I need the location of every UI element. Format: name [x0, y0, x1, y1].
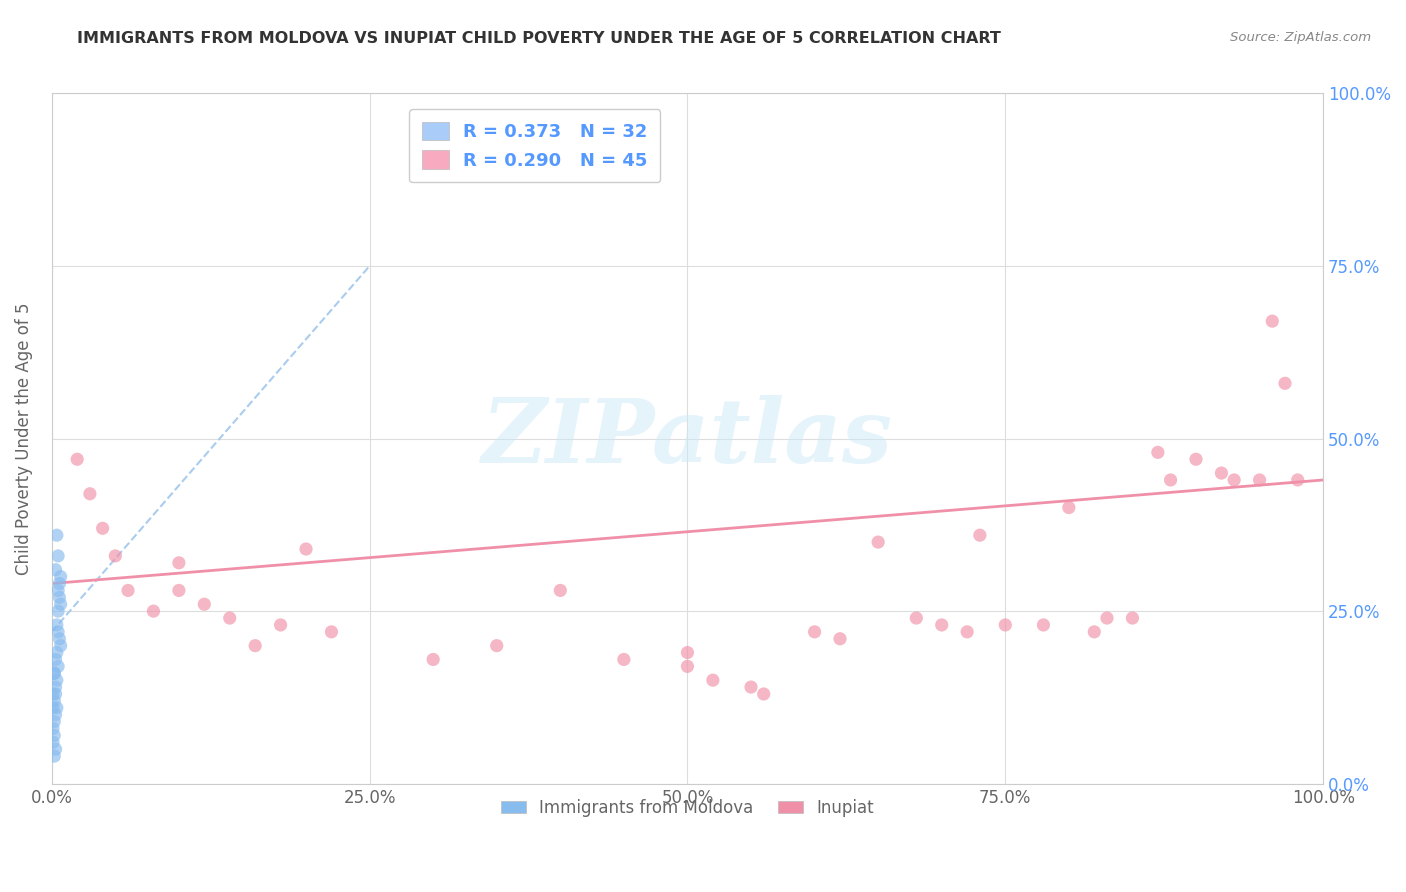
Point	[48, 576, 70, 591]
Point	[45, 707, 67, 722]
Point	[905, 611, 928, 625]
Point	[956, 624, 979, 639]
Point	[868, 535, 890, 549]
Point	[79, 487, 101, 501]
Point	[295, 541, 318, 556]
Point	[243, 639, 266, 653]
Point	[994, 618, 1017, 632]
Point	[167, 556, 190, 570]
Point	[1057, 500, 1080, 515]
Point	[46, 549, 69, 563]
Point	[49, 597, 72, 611]
Point	[676, 659, 699, 673]
Point	[740, 680, 762, 694]
Point	[46, 583, 69, 598]
Point	[193, 597, 215, 611]
Point	[167, 583, 190, 598]
Point	[44, 728, 66, 742]
Point	[828, 632, 851, 646]
Point	[803, 624, 825, 639]
Point	[1211, 466, 1233, 480]
Point	[48, 591, 70, 605]
Point	[44, 694, 66, 708]
Point	[321, 624, 343, 639]
Point	[48, 632, 70, 646]
Point	[142, 604, 165, 618]
Point	[45, 700, 67, 714]
Point	[613, 652, 636, 666]
Point	[44, 749, 66, 764]
Point	[44, 666, 66, 681]
Point	[42, 700, 65, 714]
Point	[117, 583, 139, 598]
Point	[45, 618, 67, 632]
Text: Source: ZipAtlas.com: Source: ZipAtlas.com	[1230, 31, 1371, 45]
Y-axis label: Child Poverty Under the Age of 5: Child Poverty Under the Age of 5	[15, 302, 32, 574]
Point	[49, 639, 72, 653]
Point	[46, 604, 69, 618]
Point	[42, 687, 65, 701]
Point	[46, 659, 69, 673]
Point	[1032, 618, 1054, 632]
Point	[45, 680, 67, 694]
Point	[702, 673, 724, 688]
Point	[42, 722, 65, 736]
Point	[1185, 452, 1208, 467]
Text: IMMIGRANTS FROM MOLDOVA VS INUPIAT CHILD POVERTY UNDER THE AGE OF 5 CORRELATION : IMMIGRANTS FROM MOLDOVA VS INUPIAT CHILD…	[77, 31, 1001, 46]
Point	[931, 618, 953, 632]
Point	[49, 569, 72, 583]
Point	[1121, 611, 1143, 625]
Legend: Immigrants from Moldova, Inupiat: Immigrants from Moldova, Inupiat	[494, 792, 882, 823]
Point	[752, 687, 775, 701]
Point	[550, 583, 572, 598]
Point	[1286, 473, 1309, 487]
Point	[45, 673, 67, 688]
Point	[104, 549, 127, 563]
Point	[218, 611, 240, 625]
Text: ZIPatlas: ZIPatlas	[482, 395, 893, 482]
Point	[66, 452, 89, 467]
Point	[42, 735, 65, 749]
Point	[45, 563, 67, 577]
Point	[91, 521, 114, 535]
Point	[45, 742, 67, 756]
Point	[44, 714, 66, 729]
Point	[422, 652, 444, 666]
Point	[44, 666, 66, 681]
Point	[1160, 473, 1182, 487]
Point	[1274, 376, 1296, 391]
Point	[45, 687, 67, 701]
Point	[1249, 473, 1271, 487]
Point	[1147, 445, 1170, 459]
Point	[270, 618, 292, 632]
Point	[1261, 314, 1284, 328]
Point	[46, 624, 69, 639]
Point	[1095, 611, 1118, 625]
Point	[45, 652, 67, 666]
Point	[45, 528, 67, 542]
Point	[676, 646, 699, 660]
Point	[485, 639, 508, 653]
Point	[969, 528, 991, 542]
Point	[1083, 624, 1105, 639]
Point	[1223, 473, 1246, 487]
Point	[45, 646, 67, 660]
